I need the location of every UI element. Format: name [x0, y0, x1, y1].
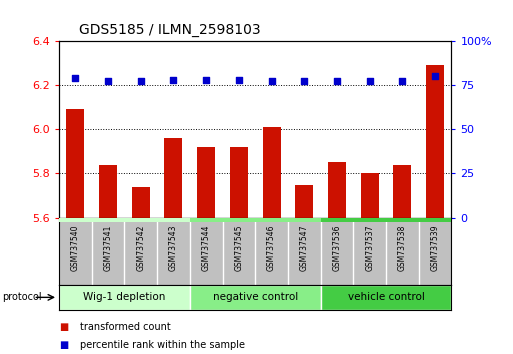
Text: ■: ■ — [59, 340, 68, 350]
Point — [398, 79, 406, 84]
Bar — [295, 184, 313, 218]
Text: GSM737537: GSM737537 — [365, 224, 374, 271]
Text: vehicle control: vehicle control — [348, 292, 424, 302]
Text: GDS5185 / ILMN_2598103: GDS5185 / ILMN_2598103 — [78, 23, 260, 37]
Point — [71, 75, 80, 81]
Text: GSM737538: GSM737538 — [398, 224, 407, 271]
Text: GSM737540: GSM737540 — [71, 224, 80, 271]
Bar — [393, 165, 411, 218]
Text: percentile rank within the sample: percentile rank within the sample — [80, 340, 245, 350]
Point — [333, 79, 341, 84]
Point — [366, 79, 374, 84]
Point — [136, 79, 145, 84]
Bar — [426, 65, 444, 218]
Point — [104, 79, 112, 84]
Bar — [263, 127, 281, 218]
Point — [235, 77, 243, 82]
Bar — [165, 138, 183, 218]
Bar — [328, 162, 346, 218]
Point — [267, 79, 275, 84]
Bar — [99, 165, 117, 218]
Text: GSM737539: GSM737539 — [430, 224, 440, 271]
Text: GSM737541: GSM737541 — [104, 224, 112, 271]
Point — [202, 77, 210, 82]
Bar — [59, 218, 190, 222]
Bar — [66, 109, 84, 218]
Bar — [59, 285, 190, 310]
Text: GSM737544: GSM737544 — [202, 224, 211, 271]
Bar — [321, 285, 451, 310]
Point — [169, 77, 177, 82]
Text: GSM737543: GSM737543 — [169, 224, 178, 271]
Bar — [230, 147, 248, 218]
Bar — [190, 218, 321, 222]
Text: Wig-1 depletion: Wig-1 depletion — [83, 292, 166, 302]
Bar — [321, 218, 451, 222]
Bar — [132, 187, 150, 218]
Bar — [190, 285, 321, 310]
Point — [431, 73, 439, 79]
Text: GSM737536: GSM737536 — [332, 224, 342, 271]
Text: protocol: protocol — [3, 292, 42, 302]
Bar — [197, 147, 215, 218]
Text: transformed count: transformed count — [80, 322, 170, 332]
Text: ■: ■ — [59, 322, 68, 332]
Bar — [361, 173, 379, 218]
Text: GSM737547: GSM737547 — [300, 224, 309, 271]
Text: negative control: negative control — [212, 292, 298, 302]
Text: GSM737545: GSM737545 — [234, 224, 243, 271]
Point — [300, 79, 308, 84]
Text: GSM737542: GSM737542 — [136, 224, 145, 271]
Text: GSM737546: GSM737546 — [267, 224, 276, 271]
